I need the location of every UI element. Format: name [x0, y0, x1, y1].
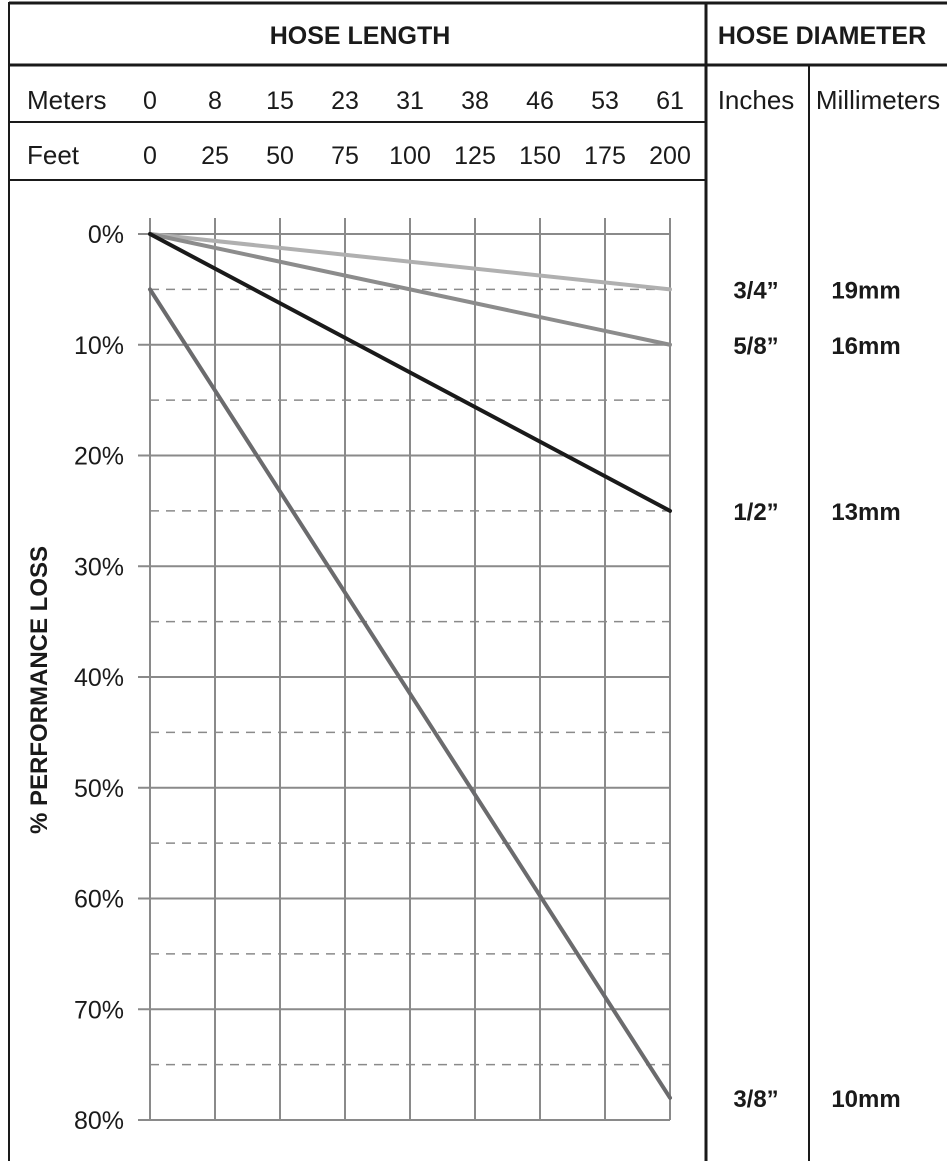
- x-tick-label-feet: 175: [584, 142, 626, 170]
- x-tick-label-meters: 15: [266, 87, 294, 115]
- millimeters-column-label: Millimeters: [816, 85, 940, 115]
- y-tick-label: 70%: [74, 996, 124, 1024]
- y-tick-label: 60%: [74, 886, 124, 914]
- series-line: [148, 232, 672, 513]
- y-tick-label: 40%: [74, 664, 124, 692]
- x-tick-labels: 0 0 8 25 15 50 23 75 31 100 38 125 46 150 53 175 61 200: [143, 87, 691, 170]
- x-tick-label-feet: 0: [143, 142, 157, 170]
- x-tick-label-feet: 100: [389, 142, 431, 170]
- x-tick-label-meters: 53: [591, 87, 619, 115]
- x-tick-label-meters: 61: [656, 87, 684, 115]
- y-tick-label: 50%: [74, 775, 124, 803]
- diameter-mm-label: 10mm: [831, 1086, 900, 1113]
- hose-diameter-header: HOSE DIAMETER: [718, 22, 926, 50]
- series-line: [148, 232, 672, 292]
- x-tick-label-feet: 150: [519, 142, 561, 170]
- x-tick-label-meters: 23: [331, 87, 359, 115]
- x-tick-label-meters: 8: [208, 87, 222, 115]
- y-axis-title: % PERFORMANCE LOSS: [26, 546, 53, 834]
- x-tick-label-meters: 0: [143, 87, 157, 115]
- x-tick-label-feet: 75: [331, 142, 359, 170]
- diameter-inches-label: 5/8”: [733, 333, 778, 360]
- inches-column-label: Inches: [718, 85, 795, 115]
- x-tick-label-meters: 46: [526, 87, 554, 115]
- diameter-mm-label: 13mm: [831, 499, 900, 526]
- x-tick-label-meters: 31: [396, 87, 424, 115]
- x-tick-label-feet: 200: [649, 142, 691, 170]
- x-tick-label-feet: 50: [266, 142, 294, 170]
- meters-row-label: Meters: [27, 85, 106, 115]
- diameter-inches-label: 1/2”: [733, 499, 778, 526]
- feet-row-label: Feet: [27, 140, 80, 170]
- x-tick-label-feet: 125: [454, 142, 496, 170]
- y-tick-label: 20%: [74, 443, 124, 471]
- series-line: [148, 232, 672, 347]
- diameter-inches-label: 3/8”: [733, 1086, 778, 1113]
- diameter-mm-label: 16mm: [831, 333, 900, 360]
- series-line: [148, 287, 672, 1100]
- diameter-labels: 3/4” 19mm 5/8” 16mm 1/2” 13mm 3/8” 10mm: [733, 277, 900, 1112]
- hose-length-header: HOSE LENGTH: [270, 22, 451, 50]
- table-frame: [8, 1, 947, 1161]
- y-tick-label: 10%: [74, 332, 124, 360]
- x-tick-label-feet: 25: [201, 142, 229, 170]
- diameter-inches-label: 3/4”: [733, 277, 778, 304]
- y-tick-labels: 0% 10% 20% 30% 40% 50% 60% 70% 80%: [74, 221, 124, 1135]
- x-tick-label-meters: 38: [461, 87, 489, 115]
- series-lines: [148, 232, 672, 1100]
- y-tick-label: 30%: [74, 553, 124, 581]
- y-tick-label: 80%: [74, 1107, 124, 1135]
- y-tick-label: 0%: [88, 221, 124, 249]
- grid: [138, 218, 671, 1121]
- diameter-mm-label: 19mm: [831, 277, 900, 304]
